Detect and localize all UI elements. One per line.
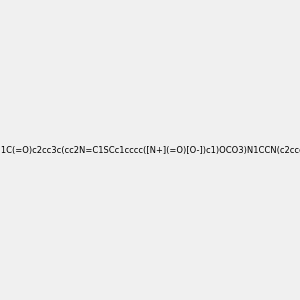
Text: O=C(CCN1C(=O)c2cc3c(cc2N=C1SCc1cccc([N+](=O)[O-])c1)OCO3)N1CCN(c2ccccc2)CC1: O=C(CCN1C(=O)c2cc3c(cc2N=C1SCc1cccc([N+]… xyxy=(0,146,300,154)
